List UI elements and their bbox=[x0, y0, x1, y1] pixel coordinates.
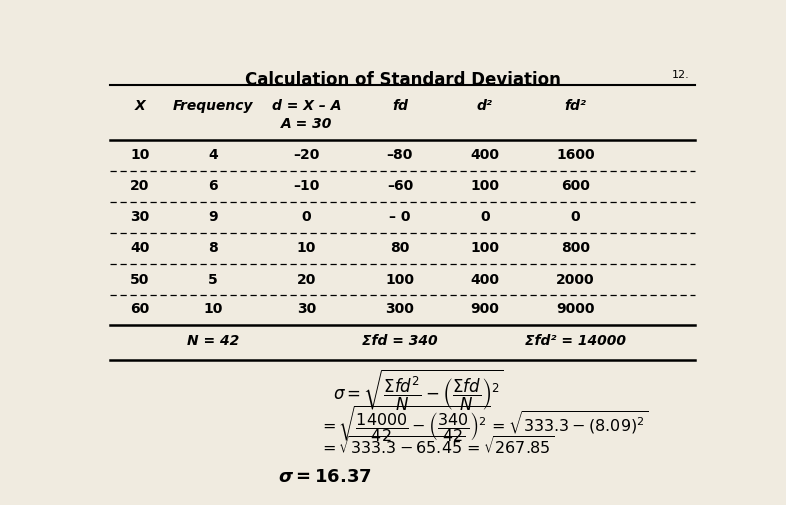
Text: 8: 8 bbox=[208, 241, 218, 256]
Text: 2000: 2000 bbox=[556, 273, 595, 286]
Text: 10: 10 bbox=[296, 241, 316, 256]
Text: 10: 10 bbox=[130, 148, 149, 162]
Text: 1600: 1600 bbox=[556, 148, 595, 162]
Text: 400: 400 bbox=[470, 273, 499, 286]
Text: 300: 300 bbox=[385, 302, 414, 317]
Text: fd: fd bbox=[392, 99, 408, 114]
Text: 100: 100 bbox=[470, 241, 499, 256]
Text: –60: –60 bbox=[387, 179, 413, 193]
Text: – 0: – 0 bbox=[389, 210, 410, 224]
Text: –20: –20 bbox=[293, 148, 320, 162]
Text: 600: 600 bbox=[561, 179, 590, 193]
Text: 20: 20 bbox=[130, 179, 149, 193]
Text: $\sigma = \sqrt{\dfrac{\Sigma fd^2}{N} - \left(\dfrac{\Sigma fd}{N}\right)^2}$: $\sigma = \sqrt{\dfrac{\Sigma fd^2}{N} -… bbox=[332, 368, 503, 414]
Text: 0: 0 bbox=[571, 210, 580, 224]
Text: X: X bbox=[134, 99, 145, 114]
Text: 30: 30 bbox=[130, 210, 149, 224]
Text: 4: 4 bbox=[208, 148, 218, 162]
Text: 12.: 12. bbox=[671, 70, 689, 80]
Text: 5: 5 bbox=[208, 273, 218, 286]
Text: 20: 20 bbox=[296, 273, 316, 286]
Text: $= \sqrt{\dfrac{14000}{42} - \left(\dfrac{340}{42}\right)^2} = \sqrt{333.3 - (8.: $= \sqrt{\dfrac{14000}{42} - \left(\dfra… bbox=[319, 405, 648, 445]
Text: 100: 100 bbox=[470, 179, 499, 193]
Text: 30: 30 bbox=[296, 302, 316, 317]
Text: 80: 80 bbox=[390, 241, 410, 256]
Text: 900: 900 bbox=[470, 302, 499, 317]
Text: –80: –80 bbox=[387, 148, 413, 162]
Text: 6: 6 bbox=[208, 179, 218, 193]
Text: fd²: fd² bbox=[564, 99, 586, 114]
Text: 9: 9 bbox=[208, 210, 218, 224]
Text: 400: 400 bbox=[470, 148, 499, 162]
Text: 10: 10 bbox=[203, 302, 222, 317]
Text: 40: 40 bbox=[130, 241, 149, 256]
Text: Calculation of Standard Deviation: Calculation of Standard Deviation bbox=[245, 72, 560, 89]
Text: Frequency: Frequency bbox=[172, 99, 253, 114]
Text: 0: 0 bbox=[302, 210, 311, 224]
Text: 100: 100 bbox=[385, 273, 414, 286]
Text: 800: 800 bbox=[561, 241, 590, 256]
Text: Σfd² = 14000: Σfd² = 14000 bbox=[525, 334, 626, 348]
Text: Σfd = 340: Σfd = 340 bbox=[362, 334, 438, 348]
Text: 0: 0 bbox=[480, 210, 490, 224]
Text: N = 42: N = 42 bbox=[186, 334, 239, 348]
Text: d = X – A
A = 30: d = X – A A = 30 bbox=[272, 99, 341, 131]
Text: 60: 60 bbox=[130, 302, 149, 317]
Text: 9000: 9000 bbox=[556, 302, 594, 317]
Text: $= \sqrt{333.3 - 65.45} = \sqrt{267.85}$: $= \sqrt{333.3 - 65.45} = \sqrt{267.85}$ bbox=[319, 436, 554, 458]
Text: –10: –10 bbox=[293, 179, 320, 193]
Text: $\boldsymbol{\sigma = \mathbf{16.37}}$: $\boldsymbol{\sigma = \mathbf{16.37}}$ bbox=[278, 468, 372, 486]
Text: d²: d² bbox=[476, 99, 493, 114]
Text: 50: 50 bbox=[130, 273, 149, 286]
